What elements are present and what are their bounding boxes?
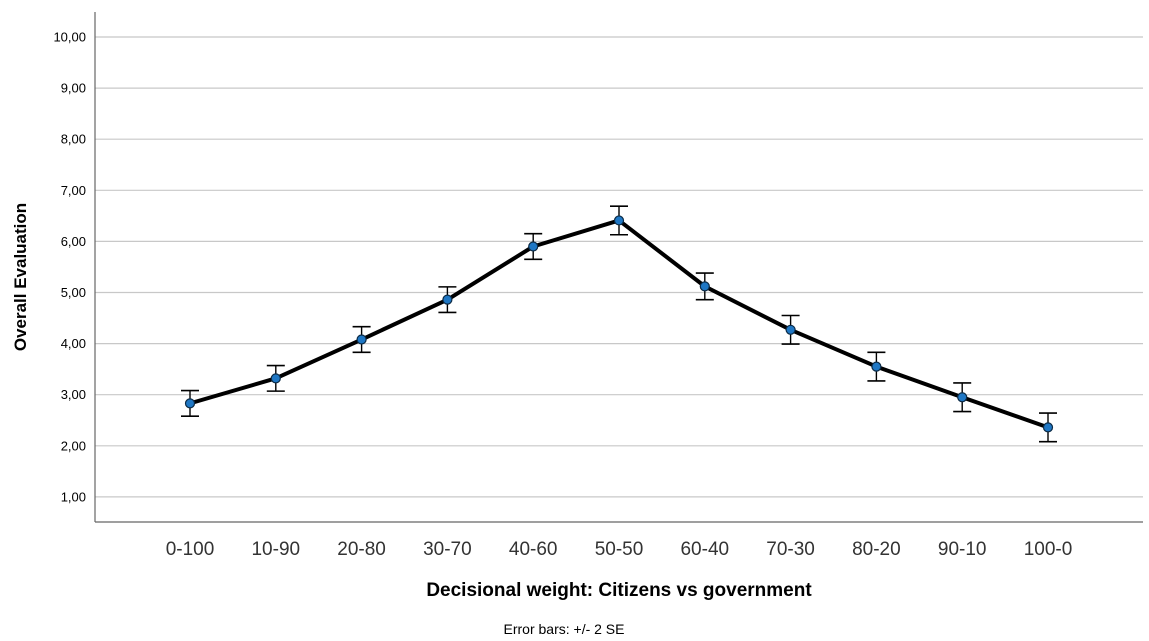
y-tick-label: 4,00	[61, 336, 86, 351]
x-axis-ticks: 0-100 10-90 20-80 30-70 40-60 50-50 60-40 70-30…	[166, 539, 1073, 560]
y-tick-label: 7,00	[61, 183, 86, 198]
y-axis-title: Overall Evaluation	[11, 203, 30, 351]
y-axis-ticks: 1,00 2,00 3,00 4,00 5,00 6,00 7,00 8,00 9,00 10,0…	[53, 30, 86, 505]
x-tick-label: 90-10	[938, 539, 987, 560]
x-tick-label: 60-40	[680, 539, 729, 560]
series	[181, 205, 1057, 443]
data-point	[442, 294, 453, 305]
data-point	[528, 241, 539, 252]
x-tick-label: 50-50	[595, 539, 644, 560]
y-tick-label: 5,00	[61, 285, 86, 300]
y-tick-label: 3,00	[61, 387, 86, 402]
y-tick-label: 10,00	[53, 30, 86, 45]
series-line	[189, 218, 1049, 430]
grid	[95, 36, 1143, 498]
data-point	[1042, 422, 1054, 433]
data-point	[270, 373, 281, 384]
x-tick-label: 100-0	[1024, 539, 1073, 560]
y-tick-label: 8,00	[61, 132, 86, 147]
y-tick-label: 6,00	[61, 234, 86, 249]
x-tick-label: 0-100	[166, 539, 215, 560]
x-tick-label: 40-60	[509, 539, 558, 560]
data-point	[356, 334, 367, 345]
error-bars-note: Error bars: +/- 2 SE	[504, 621, 625, 637]
y-tick-label: 1,00	[61, 489, 86, 504]
data-point	[184, 398, 196, 409]
data-point	[871, 361, 882, 372]
data-point	[699, 281, 710, 292]
data-point	[785, 324, 796, 335]
x-tick-label: 30-70	[423, 539, 472, 560]
y-tick-label: 9,00	[61, 81, 86, 96]
data-point	[613, 215, 625, 226]
x-tick-label: 70-30	[766, 539, 815, 560]
x-tick-label: 80-20	[852, 539, 901, 560]
data-point	[957, 392, 968, 403]
x-axis-title: Decisional weight: Citizens vs governmen…	[426, 580, 812, 601]
x-tick-label: 20-80	[337, 539, 386, 560]
y-tick-label: 2,00	[61, 438, 86, 453]
x-tick-label: 10-90	[251, 539, 300, 560]
